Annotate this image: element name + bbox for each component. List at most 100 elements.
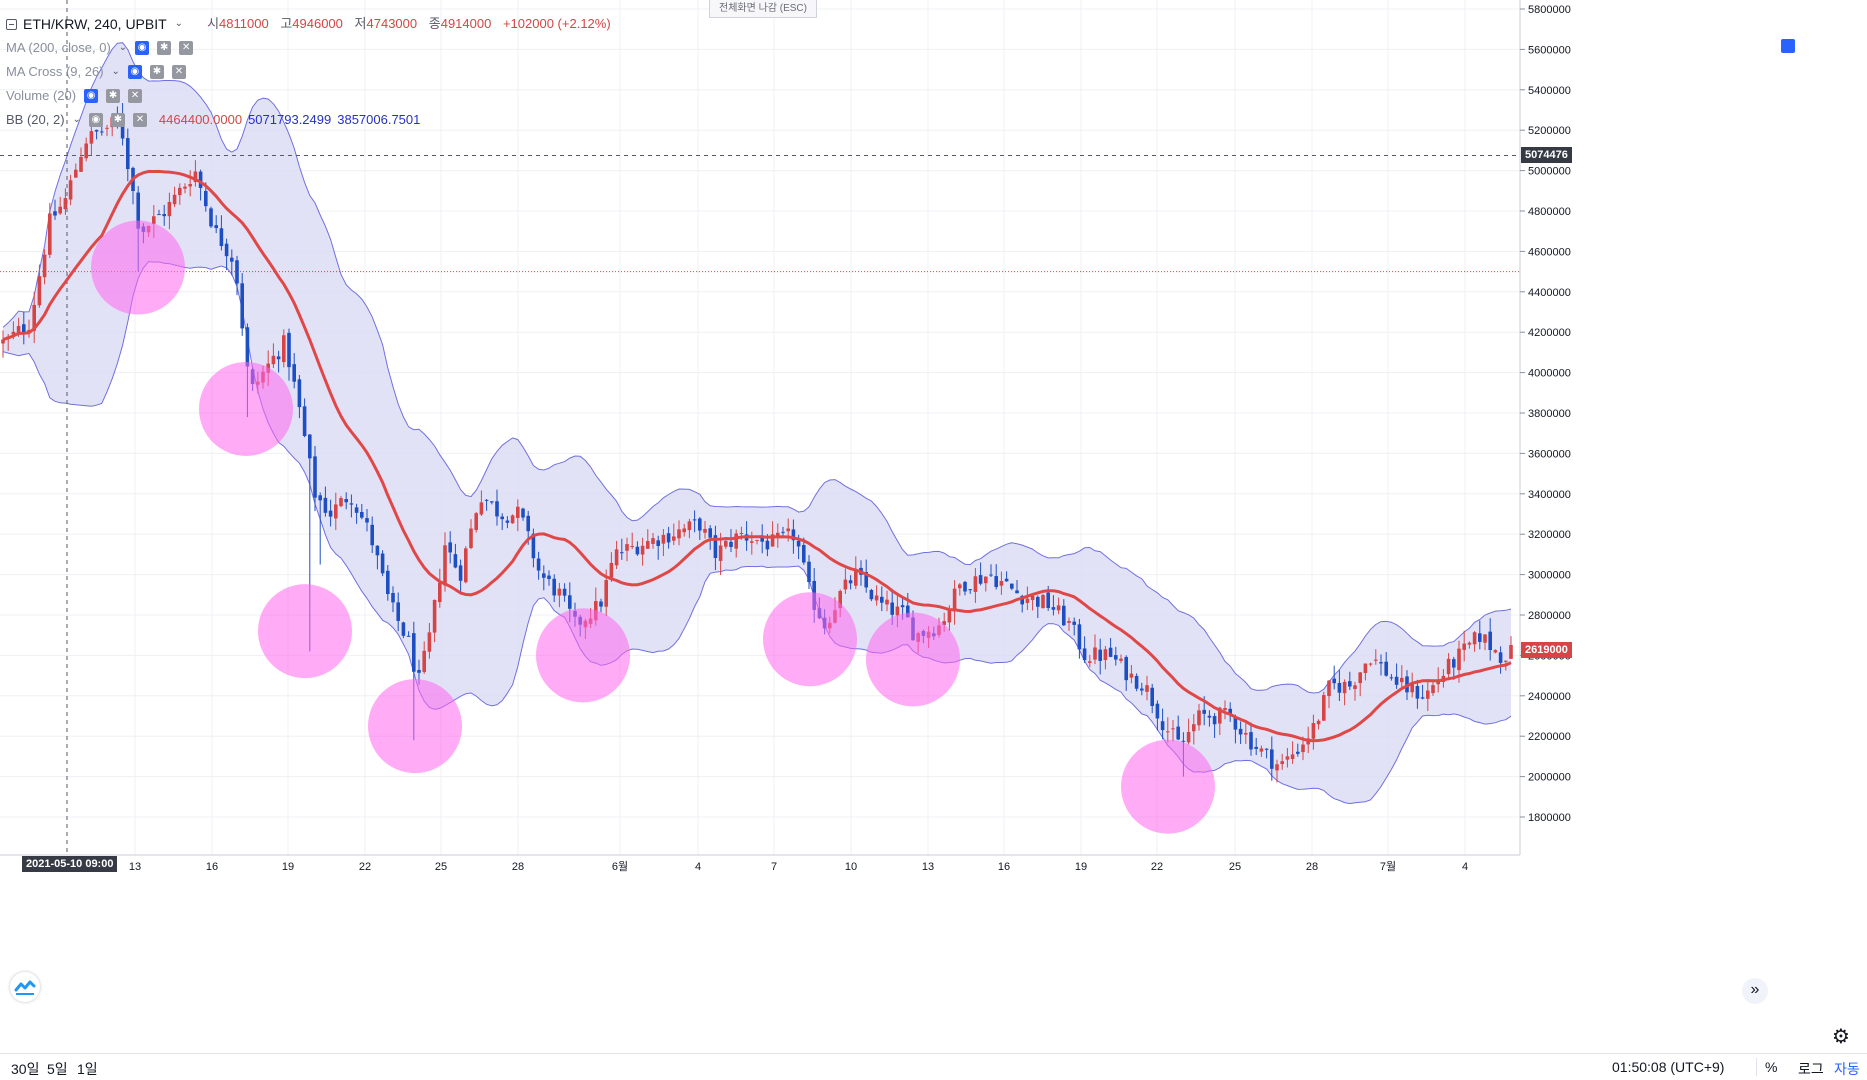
save-icon[interactable] <box>1781 39 1795 53</box>
close-icon[interactable]: ✕ <box>132 113 147 127</box>
candle-body <box>42 254 47 278</box>
eye-icon[interactable]: ◉ <box>127 65 142 79</box>
close-icon[interactable]: ✕ <box>179 41 194 55</box>
indicator-ma[interactable]: MA (200, close, 0) ⌄ ◉ ✱ ✕ <box>6 36 611 60</box>
candle-body <box>16 325 21 334</box>
log-scale-button[interactable]: 로그 <box>1798 1061 1824 1077</box>
candle-body <box>1192 724 1196 732</box>
candle-body <box>843 579 848 590</box>
collapse-icon[interactable] <box>6 18 17 30</box>
gear-icon[interactable]: ⚙ <box>1832 1026 1850 1048</box>
candle-body <box>1379 662 1383 664</box>
candle-body <box>198 171 203 188</box>
indicator-label[interactable]: Volume (20) <box>6 88 77 103</box>
price-axis[interactable]: 5800000 5600000 5400000 5200000 5000000 48000… <box>1520 4 1571 824</box>
bottom-toolbar: 30일 5일 1일 01:50:08 (UTC+9) % 로그 자동 <box>0 1053 1867 1080</box>
candle-body <box>620 552 624 554</box>
candle-body <box>1493 650 1498 653</box>
candle-body <box>365 518 369 523</box>
candle-body <box>885 599 889 605</box>
candle-body <box>1259 748 1264 752</box>
auto-scale-button[interactable]: 자동 <box>1834 1061 1860 1077</box>
indicator-bb[interactable]: BB (20, 2) ⌄ ◉ ✱ ✕ 4464400.0000 5071793.24… <box>6 108 611 132</box>
candle-body <box>1311 723 1316 739</box>
candle-body <box>646 541 650 549</box>
candle-body <box>396 602 400 621</box>
candle-body <box>406 635 411 637</box>
time-tick-label: 4 <box>695 861 701 873</box>
indicator-label[interactable]: MA (200, close, 0) <box>6 40 111 55</box>
fullscreen-exit-hint[interactable]: 전체화면 나감 (ESC) <box>709 0 817 18</box>
candle-body <box>807 561 811 583</box>
candle-body <box>79 156 83 172</box>
tradingview-logo-icon[interactable] <box>10 972 40 1002</box>
candle-body <box>100 131 104 133</box>
candle-body <box>380 553 385 574</box>
candle-body <box>973 576 978 592</box>
candle-body <box>276 356 281 360</box>
eye-icon[interactable]: ◉ <box>88 113 103 127</box>
gear-icon[interactable]: ✱ <box>110 113 125 127</box>
chevron-down-icon[interactable]: ⌄ <box>174 18 184 29</box>
candle-body <box>755 539 759 541</box>
chevron-down-icon[interactable]: ⌄ <box>72 114 81 125</box>
candle-body <box>1062 605 1066 626</box>
range-30d-button[interactable]: 30일 <box>11 1061 40 1077</box>
time-tick-label: 13 <box>129 861 141 873</box>
indicator-volume[interactable]: Volume (20) ◉ ✱ ✕ <box>6 84 611 108</box>
close-icon[interactable]: ✕ <box>171 65 186 79</box>
candle-body <box>999 581 1004 586</box>
candle-body <box>718 545 723 561</box>
gear-icon[interactable]: ✱ <box>106 89 121 103</box>
price-tick-label: 3400000 <box>1528 489 1571 501</box>
eye-icon[interactable]: ◉ <box>135 41 150 55</box>
candle-body <box>120 117 125 139</box>
indicator-label[interactable]: MA Cross (9, 26) <box>6 64 104 79</box>
candle-body <box>1212 716 1217 725</box>
highlight-circle <box>258 584 352 679</box>
candle-body <box>1363 663 1368 674</box>
candle-body <box>677 529 681 539</box>
candle-body <box>1036 596 1040 607</box>
chevron-down-icon[interactable]: ⌄ <box>118 42 128 53</box>
candle-body <box>287 332 291 368</box>
candle-body <box>479 502 484 515</box>
indicator-label[interactable]: BB (20, 2) <box>6 112 65 127</box>
price-tick-label: 1800000 <box>1528 812 1571 824</box>
candle-body <box>1150 687 1154 707</box>
time-tick-label: 25 <box>435 861 447 873</box>
indicator-ma-cross[interactable]: MA Cross (9, 26) ⌄ ◉ ✱ ✕ <box>6 60 611 84</box>
price-tick-label: 3200000 <box>1528 529 1571 541</box>
candle-body <box>1103 649 1108 661</box>
time-axis[interactable]: 13 16 19 22 25 28 6월 4 7 10 13 16 19 22 25 28 7월 4 <box>129 860 1468 873</box>
bollinger-band-fill <box>3 42 1511 804</box>
candle-body <box>510 515 515 524</box>
price-tick-label: 4800000 <box>1528 206 1571 218</box>
candle-body <box>1228 708 1232 715</box>
range-5d-button[interactable]: 5일 <box>47 1061 68 1077</box>
candle-body <box>464 548 468 583</box>
candle-body <box>1472 632 1477 645</box>
gear-icon[interactable]: ✱ <box>149 65 164 79</box>
percent-scale-button[interactable]: % <box>1765 1059 1778 1075</box>
eye-icon[interactable]: ◉ <box>84 89 99 103</box>
clock-timezone[interactable]: 01:50:08 (UTC+9) <box>1612 1059 1725 1075</box>
close-icon[interactable]: ✕ <box>128 89 143 103</box>
candle-body <box>516 506 520 518</box>
candle-body <box>188 183 192 187</box>
candle-body <box>542 573 546 578</box>
candle-body <box>614 549 619 566</box>
gear-icon[interactable]: ✱ <box>157 41 172 55</box>
candle-body <box>1457 648 1461 671</box>
candle-body <box>1207 715 1212 718</box>
range-1d-button[interactable]: 1일 <box>77 1061 98 1077</box>
chevron-down-icon[interactable]: ⌄ <box>111 66 120 77</box>
scroll-to-realtime-icon[interactable]: » <box>1742 978 1768 1004</box>
candle-body <box>1394 676 1399 685</box>
time-tick-label: 16 <box>998 861 1010 873</box>
candle-body <box>765 540 770 550</box>
candle-body <box>672 536 676 541</box>
symbol-label[interactable]: ETH/KRW, 240, UPBIT <box>23 16 167 32</box>
